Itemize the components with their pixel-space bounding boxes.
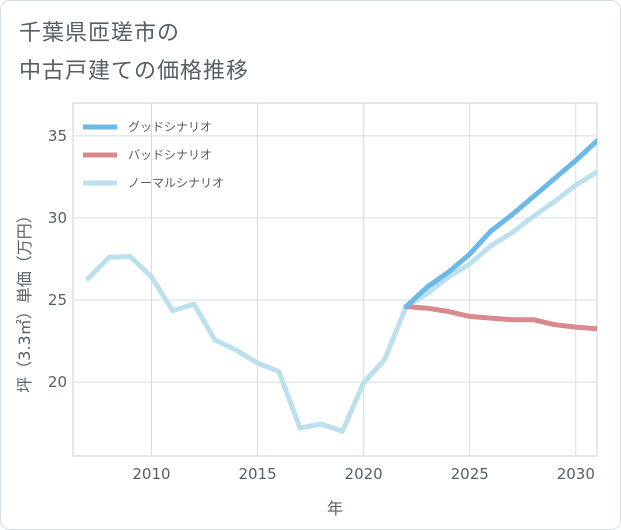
x-tick-label-2020: 2020 [345,465,383,483]
y-tick-label-30: 30 [48,209,67,227]
x-tick-label-2010: 2010 [132,465,170,483]
x-tick-label-2030: 2030 [557,465,595,483]
plot-area [72,102,598,457]
grid-lines [73,103,597,456]
x-tick-label-2015: 2015 [238,465,276,483]
y-tick-label-25: 25 [48,291,67,309]
title-line-1: 千葉県匝瑳市の [19,21,181,46]
x-tick-label-2025: 2025 [451,465,489,483]
series-line-2 [85,169,597,434]
legend-label-0: グッドシナリオ [128,120,212,134]
y-axis-title: 坪（3.3㎡）単価（万円） [15,207,34,392]
y-tick-label-20: 20 [48,373,67,391]
x-axis-title: 年 [327,499,343,518]
title-line-2: 中古戸建ての価格推移 [19,59,250,84]
legend-label-2: ノーマルシナリオ [128,176,224,190]
series-layer [85,138,597,434]
chart-title: 千葉県匝瑳市の 中古戸建ての価格推移 [19,15,249,91]
series-line-1 [403,304,597,332]
legend-label-1: バッドシナリオ [128,148,212,162]
y-tick-label-35: 35 [48,127,67,145]
series-line-0 [403,138,597,310]
